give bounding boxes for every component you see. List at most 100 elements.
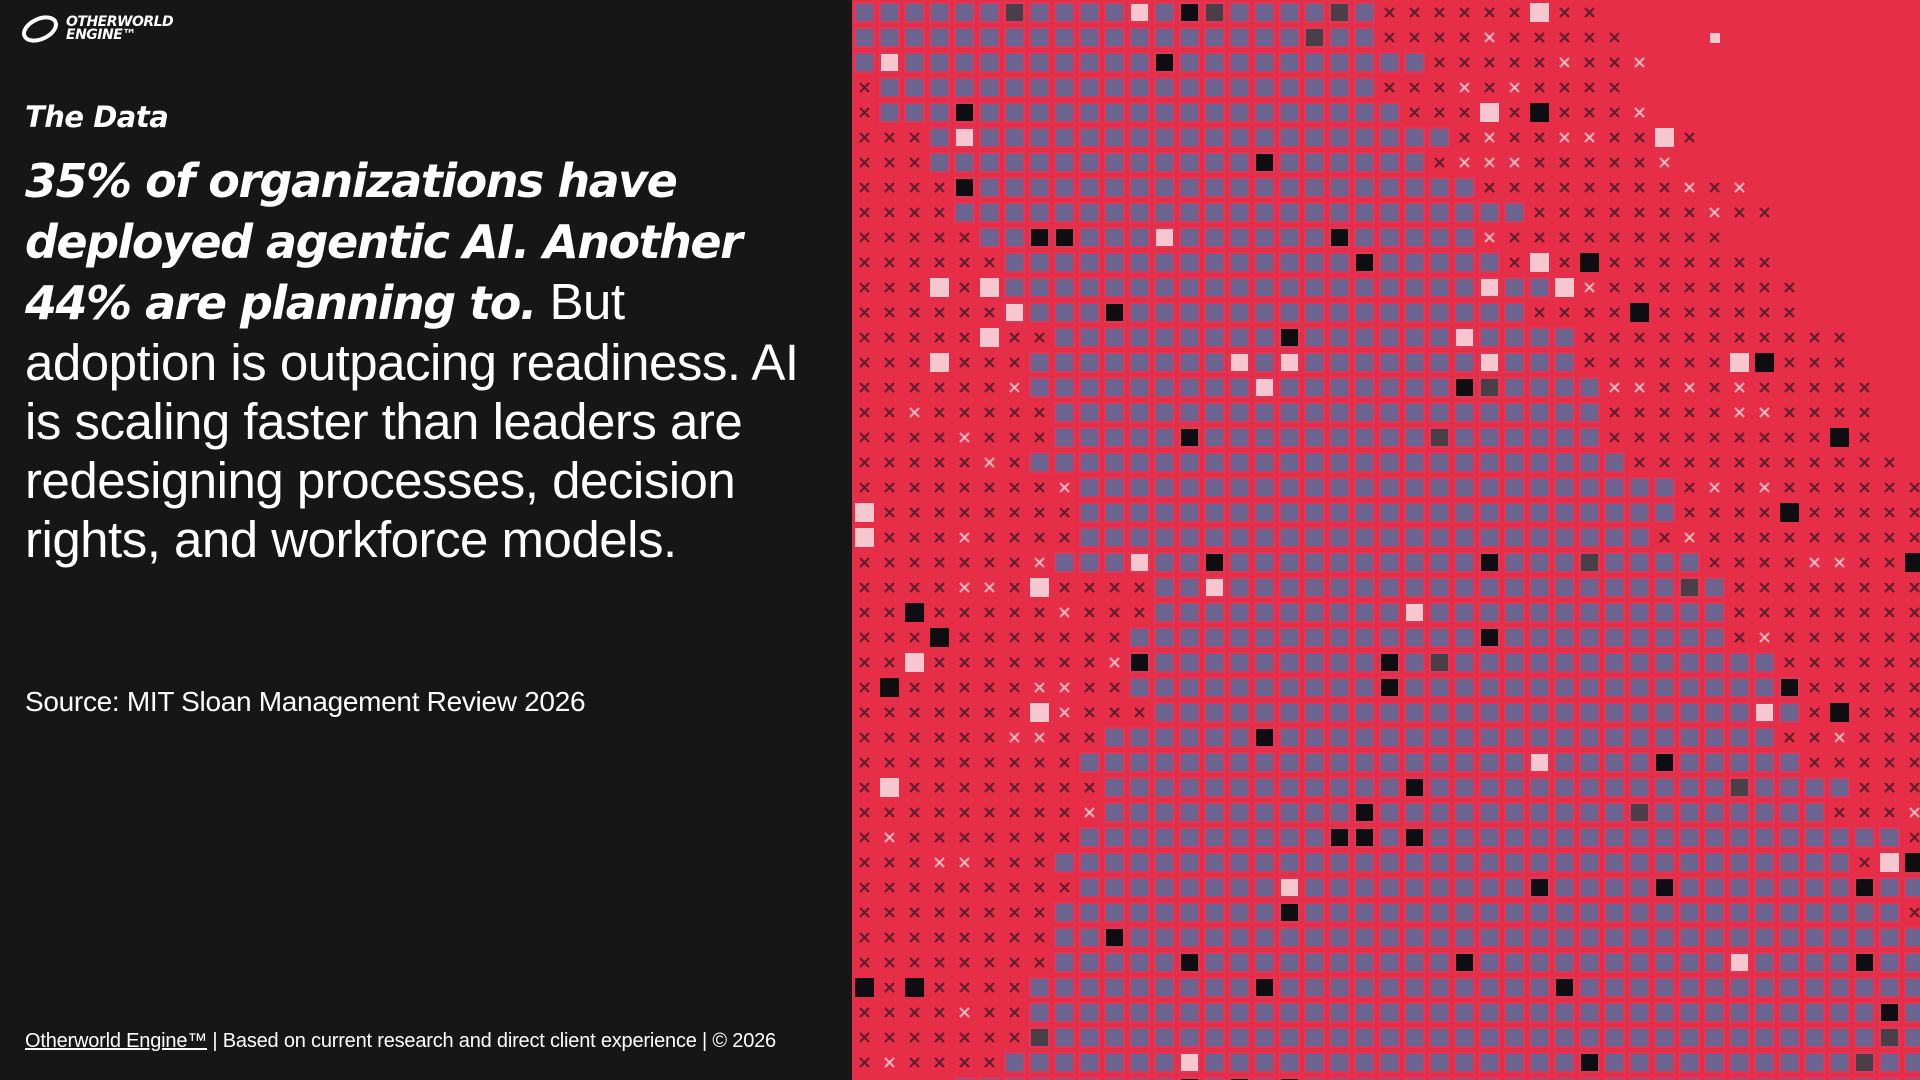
grid-cell xyxy=(1829,927,1850,948)
grid-cell xyxy=(1179,527,1200,548)
cross-mark xyxy=(1009,482,1020,493)
grid-cell xyxy=(1804,802,1825,823)
cross-mark xyxy=(959,832,970,843)
cross-mark xyxy=(1609,32,1620,43)
grid-cell xyxy=(1129,327,1150,348)
cross-mark xyxy=(1009,1032,1020,1043)
cross-mark xyxy=(859,582,870,593)
grid-cell xyxy=(1329,877,1350,898)
grid-cell xyxy=(1054,302,1075,323)
grid-cell xyxy=(1154,27,1175,48)
grid-cell xyxy=(1579,1052,1600,1073)
grid-cell xyxy=(1204,502,1225,523)
grid-cell xyxy=(1429,827,1450,848)
grid-cell xyxy=(1504,1052,1525,1073)
grid-cell xyxy=(1729,877,1750,898)
cross-mark xyxy=(1809,557,1820,568)
cross-mark xyxy=(1009,782,1020,793)
cross-mark xyxy=(1909,607,1920,618)
cross-mark xyxy=(884,632,895,643)
grid-cell xyxy=(1204,77,1225,98)
grid-cell xyxy=(1254,752,1275,773)
grid-cell xyxy=(1079,352,1100,373)
grid-cell xyxy=(1354,627,1375,648)
grid-cell xyxy=(1804,1052,1825,1073)
cross-mark xyxy=(1484,132,1495,143)
cross-mark xyxy=(959,557,970,568)
grid-cell xyxy=(1154,327,1175,348)
cross-mark xyxy=(984,782,995,793)
grid-cell xyxy=(1104,802,1125,823)
cross-mark xyxy=(934,807,945,818)
grid-cell xyxy=(1254,252,1275,273)
grid-cell xyxy=(1579,452,1600,473)
cross-mark xyxy=(1859,607,1870,618)
cross-mark xyxy=(934,982,945,993)
cross-mark xyxy=(1059,532,1070,543)
cross-mark xyxy=(959,757,970,768)
grid-cell xyxy=(1229,602,1250,623)
grid-cell xyxy=(1154,177,1175,198)
grid-cell xyxy=(1379,1002,1400,1023)
cross-mark xyxy=(1784,732,1795,743)
grid-cell xyxy=(1329,752,1350,773)
cross-mark xyxy=(984,807,995,818)
grid-cell xyxy=(1429,252,1450,273)
cross-mark xyxy=(909,707,920,718)
grid-cell xyxy=(1129,2,1150,23)
cell-grid xyxy=(854,2,1920,1080)
grid-cell xyxy=(1204,1002,1225,1023)
grid-cell xyxy=(1554,452,1575,473)
grid-cell xyxy=(1679,577,1700,598)
grid-cell xyxy=(979,202,1000,223)
cross-mark xyxy=(1909,507,1920,518)
grid-cell xyxy=(1479,352,1500,373)
grid-cell xyxy=(1329,577,1350,598)
cross-mark xyxy=(1509,82,1520,93)
grid-cell xyxy=(1879,902,1900,923)
grid-cell xyxy=(1079,177,1100,198)
grid-cell xyxy=(1754,677,1775,698)
grid-cell xyxy=(954,52,975,73)
cross-mark xyxy=(1609,407,1620,418)
cross-mark xyxy=(859,857,870,868)
grid-cell xyxy=(1379,877,1400,898)
cross-mark xyxy=(1859,707,1870,718)
grid-cell xyxy=(1504,277,1525,298)
grid-cell xyxy=(1054,52,1075,73)
grid-cell xyxy=(1829,1077,1850,1080)
grid-cell xyxy=(1729,752,1750,773)
cross-mark xyxy=(984,907,995,918)
section-label: The Data xyxy=(25,100,169,134)
grid-cell xyxy=(1104,477,1125,498)
cross-mark xyxy=(884,607,895,618)
grid-cell xyxy=(1004,152,1025,173)
grid-cell xyxy=(1179,552,1200,573)
footer-link[interactable]: Otherworld Engine™ xyxy=(25,1030,208,1052)
grid-cell xyxy=(1329,327,1350,348)
grid-cell xyxy=(1079,277,1100,298)
cross-mark xyxy=(1834,807,1845,818)
grid-cell xyxy=(1479,752,1500,773)
grid-cell xyxy=(1329,527,1350,548)
grid-cell xyxy=(1329,102,1350,123)
grid-cell xyxy=(1179,452,1200,473)
cross-mark xyxy=(1009,557,1020,568)
grid-cell xyxy=(1054,177,1075,198)
grid-cell xyxy=(1604,852,1625,873)
grid-cell xyxy=(1079,1027,1100,1048)
cross-mark xyxy=(1609,332,1620,343)
grid-cell xyxy=(1579,552,1600,573)
grid-cell xyxy=(1229,327,1250,348)
grid-cell xyxy=(1879,977,1900,998)
grid-cell xyxy=(1354,402,1375,423)
grid-cell xyxy=(1054,252,1075,273)
grid-cell xyxy=(1629,827,1650,848)
cross-mark xyxy=(1684,457,1695,468)
grid-cell xyxy=(1854,1052,1875,1073)
cross-mark xyxy=(859,1007,870,1018)
grid-cell xyxy=(1154,477,1175,498)
grid-cell xyxy=(1454,677,1475,698)
grid-cell xyxy=(1704,1077,1725,1080)
cross-mark xyxy=(934,732,945,743)
